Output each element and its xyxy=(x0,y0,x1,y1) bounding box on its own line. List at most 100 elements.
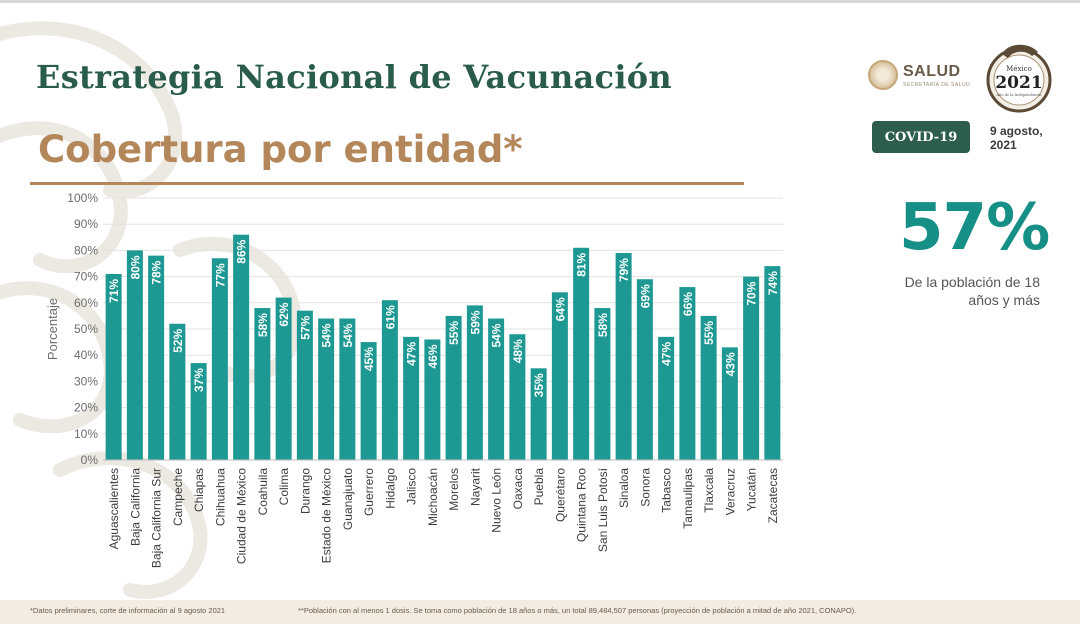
x-tick-label: Veracruz xyxy=(723,468,737,515)
bar xyxy=(721,347,738,460)
bar-value-label: 80% xyxy=(128,255,142,279)
y-axis-title: Porcentaje xyxy=(45,298,60,360)
x-tick-label: Baja California xyxy=(128,468,142,546)
x-tick-label: Ciudad de México xyxy=(235,468,249,564)
y-tick-label: 50% xyxy=(74,322,98,336)
bar xyxy=(679,287,696,460)
bar xyxy=(360,342,377,460)
x-tick-label: Chiapas xyxy=(192,468,206,512)
report-date: 9 agosto, 2021 xyxy=(990,124,1043,152)
x-tick-label: Oaxaca xyxy=(511,468,525,510)
bar-value-label: 77% xyxy=(213,263,227,287)
bar-value-label: 79% xyxy=(617,258,631,282)
top-border xyxy=(0,0,1080,3)
y-tick-label: 100% xyxy=(67,191,98,205)
x-tick-label: Chihuahua xyxy=(213,468,227,526)
footnote-right: **Población con al menos 1 dosis. Se tom… xyxy=(298,606,857,615)
y-tick-label: 80% xyxy=(74,243,98,257)
bar xyxy=(764,266,781,460)
x-tick-label: Jalisco xyxy=(405,468,419,505)
bar xyxy=(488,318,505,460)
bar xyxy=(190,363,207,460)
covid-badge: COVID-19 xyxy=(872,121,970,153)
x-tick-label: Nayarit xyxy=(468,467,482,506)
bar xyxy=(254,308,271,460)
y-tick-label: 10% xyxy=(74,427,98,441)
y-tick-label: 0% xyxy=(81,453,99,467)
x-tick-label: Tlaxcala xyxy=(702,468,716,513)
emblem-year: 2021 xyxy=(995,73,1042,93)
x-tick-label: Baja California Sur xyxy=(150,468,164,568)
bar-value-label: 58% xyxy=(256,313,270,337)
bar-value-label: 61% xyxy=(383,305,397,329)
bar xyxy=(445,315,462,460)
x-tick-label: Sonora xyxy=(638,468,652,507)
bar xyxy=(233,234,250,460)
salud-logo-name: SALUD xyxy=(903,62,961,80)
bar xyxy=(594,308,611,460)
x-tick-label: Colima xyxy=(277,468,291,506)
bar-value-label: 62% xyxy=(277,302,291,326)
bar-value-label: 69% xyxy=(638,284,652,308)
x-tick-label: Querétaro xyxy=(553,468,567,522)
bar xyxy=(105,273,122,460)
x-tick-label: Campeche xyxy=(171,468,185,526)
bar-value-label: 70% xyxy=(745,281,759,305)
bar xyxy=(126,250,143,460)
bar-value-label: 35% xyxy=(532,373,546,397)
x-tick-label: Tamaulipas xyxy=(681,468,695,529)
bar-value-label: 74% xyxy=(766,271,780,295)
bar xyxy=(658,336,675,460)
bar xyxy=(403,336,420,460)
bar-value-label: 66% xyxy=(681,292,695,316)
bar xyxy=(275,297,292,460)
y-tick-label: 30% xyxy=(74,374,98,388)
emblem-line1: México xyxy=(1006,65,1032,73)
x-tick-label: Coahuila xyxy=(256,468,270,516)
x-tick-label: Quintana Roo xyxy=(575,468,589,542)
x-tick-label: Guanajuato xyxy=(341,468,355,530)
bar-value-label: 54% xyxy=(341,323,355,347)
bar-value-label: 54% xyxy=(320,323,334,347)
x-tick-label: Hidalgo xyxy=(383,468,397,509)
bar xyxy=(169,323,186,460)
x-tick-label: Tabasco xyxy=(660,468,674,513)
bar-value-label: 58% xyxy=(596,313,610,337)
bar-value-label: 55% xyxy=(447,321,461,345)
y-tick-label: 70% xyxy=(74,270,98,284)
bar xyxy=(700,315,717,460)
bar xyxy=(211,258,228,460)
bar xyxy=(381,300,398,460)
salud-logo-sub: SECRETARÍA DE SALUD xyxy=(903,81,971,88)
salud-logo: SALUD SECRETARÍA DE SALUD xyxy=(868,60,970,90)
x-tick-label: Yucatán xyxy=(745,468,759,511)
x-tick-label: Aguascalientes xyxy=(107,468,121,549)
bar-value-label: 81% xyxy=(575,252,589,276)
footnote-left: *Datos preliminares, corte de informació… xyxy=(30,606,226,615)
bar-value-label: 71% xyxy=(107,279,121,303)
bar xyxy=(573,247,590,460)
y-tick-label: 90% xyxy=(74,217,98,231)
bar-value-label: 59% xyxy=(468,310,482,334)
x-tick-label: Sinaloa xyxy=(617,468,631,508)
x-tick-label: Estado de México xyxy=(320,468,334,564)
title-divider xyxy=(30,182,744,185)
x-tick-label: San Luis Potosí xyxy=(596,467,610,552)
x-tick-label: Michoacán xyxy=(426,468,440,526)
bar-value-label: 54% xyxy=(490,323,504,347)
bar-value-label: 57% xyxy=(298,315,312,339)
bar-value-label: 47% xyxy=(660,342,674,366)
footer-band xyxy=(0,600,1080,624)
bar xyxy=(424,339,441,460)
bar xyxy=(615,253,632,460)
bar xyxy=(551,292,568,460)
bar-value-label: 46% xyxy=(426,344,440,368)
x-tick-label: Puebla xyxy=(532,468,546,506)
page-title: Estrategia Nacional de Vacunación xyxy=(36,58,672,96)
bar-value-label: 86% xyxy=(235,239,249,263)
bar-value-label: 37% xyxy=(192,368,206,392)
bar xyxy=(743,276,760,460)
y-tick-label: 40% xyxy=(74,348,98,362)
bar-value-label: 43% xyxy=(723,352,737,376)
mexico-2021-emblem: México 2021 Año de la Independencia xyxy=(986,44,1052,113)
